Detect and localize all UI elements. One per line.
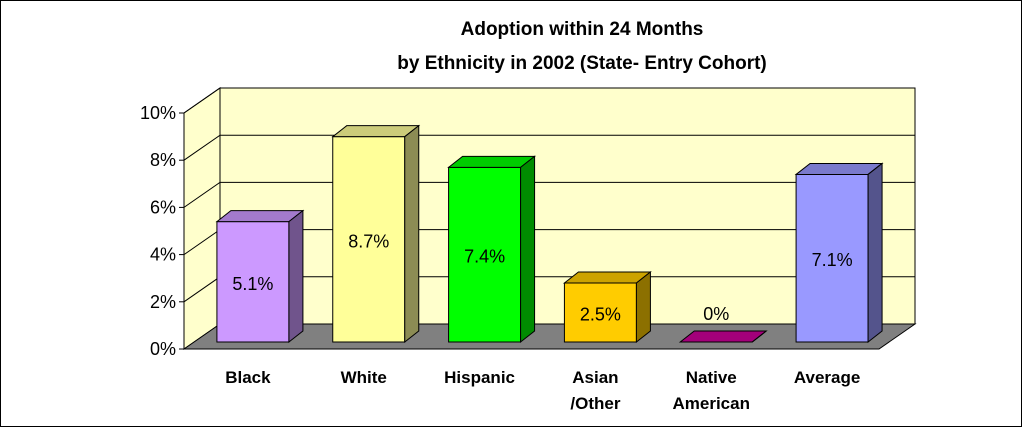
y-tick-label: 10% xyxy=(140,103,176,123)
bar-front xyxy=(795,173,869,343)
bar-top xyxy=(678,330,768,343)
data-label: 5.1% xyxy=(232,274,273,294)
x-category-label: American xyxy=(673,394,750,413)
bar-top xyxy=(447,155,537,168)
chart-subtitle: by Ethnicity in 2002 (State- Entry Cohor… xyxy=(397,53,767,74)
x-category-label: Native xyxy=(686,368,737,387)
chart-side-wall xyxy=(183,87,221,350)
chart-title: Adoption within 24 Months xyxy=(461,19,704,40)
y-tick-label: 6% xyxy=(150,197,176,217)
x-category-label: White xyxy=(341,368,387,387)
y-tick-label: 2% xyxy=(150,292,176,312)
y-tick-label: 0% xyxy=(150,339,176,359)
data-label: 2.5% xyxy=(580,305,621,325)
x-category-label: Hispanic xyxy=(444,368,515,387)
x-category-label: /Other xyxy=(570,394,620,413)
bar-side xyxy=(751,330,767,343)
x-category-label: Black xyxy=(225,368,271,387)
bar-side xyxy=(520,155,536,344)
bar-side xyxy=(635,270,651,344)
x-category-label: Asian xyxy=(572,368,618,387)
data-label: 8.7% xyxy=(348,231,389,251)
plot-area: 0% 2% 4% 6% 8% 10% 5.1% Black 8.7% White 7.4% Hispa… xyxy=(140,87,917,413)
bar-top xyxy=(215,210,305,223)
bar-side xyxy=(404,124,420,344)
bar-top xyxy=(331,125,421,138)
data-label: 0% xyxy=(703,304,729,324)
gridline xyxy=(183,134,915,161)
gridline xyxy=(183,87,915,114)
gridline xyxy=(183,181,915,208)
bar-front xyxy=(332,136,406,343)
data-label: 7.4% xyxy=(464,247,505,267)
bar-side xyxy=(288,209,304,344)
bar-top xyxy=(794,162,884,175)
bar-side xyxy=(867,162,883,344)
y-tick-label: 4% xyxy=(150,245,176,265)
bar-top xyxy=(562,271,652,284)
data-label: 7.1% xyxy=(812,250,853,270)
x-category-label: Average xyxy=(794,368,860,387)
y-tick-label: 8% xyxy=(150,150,176,170)
